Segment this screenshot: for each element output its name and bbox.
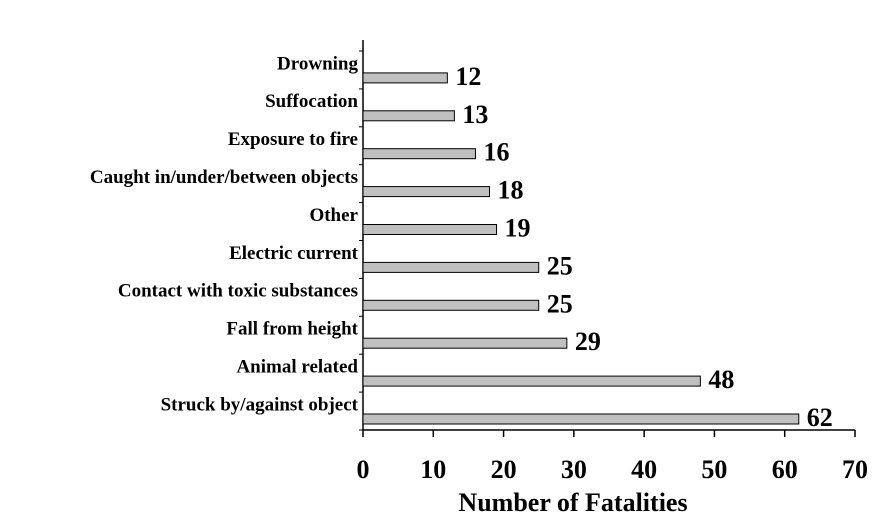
bar xyxy=(362,413,800,425)
x-tick-label: 10 xyxy=(420,455,446,484)
value-label: 29 xyxy=(575,327,601,356)
y-tick-label: Exposure to fire xyxy=(228,129,358,150)
x-tick-label: 0 xyxy=(357,455,370,484)
value-label: 16 xyxy=(483,138,509,167)
x-tick-label: 70 xyxy=(842,455,868,484)
bar xyxy=(362,224,498,235)
y-tick-label: Struck by/against object xyxy=(161,394,359,415)
value-label: 19 xyxy=(505,213,531,242)
value-label: 13 xyxy=(462,100,488,129)
y-tick-label: Animal related xyxy=(236,356,358,377)
bar xyxy=(362,148,476,160)
y-tick-label: Other xyxy=(309,205,358,226)
y-tick-label: Electric current xyxy=(229,243,359,264)
x-tick-label: 60 xyxy=(772,455,798,484)
value-label: 48 xyxy=(708,365,734,394)
value-label: 25 xyxy=(547,289,573,318)
x-axis-title: Number of Fatalities xyxy=(458,488,687,517)
value-label: 25 xyxy=(547,251,573,280)
bar xyxy=(362,110,455,122)
bar xyxy=(362,261,540,273)
bar xyxy=(362,337,568,349)
x-tick-label: 40 xyxy=(631,455,657,484)
x-tick-label: 20 xyxy=(491,455,517,484)
bar xyxy=(362,72,448,84)
value-label: 18 xyxy=(498,176,524,205)
y-tick-label: Suffocation xyxy=(265,91,358,112)
value-label: 62 xyxy=(807,403,833,432)
y-tick-label: Contact with toxic substances xyxy=(118,281,358,302)
x-tick-label: 50 xyxy=(701,455,727,484)
y-tick-label: Fall from height xyxy=(226,319,358,340)
y-tick-label: Caught in/under/between objects xyxy=(90,167,358,188)
x-tick-label: 30 xyxy=(561,455,587,484)
bar xyxy=(362,186,491,198)
bar xyxy=(362,375,701,387)
y-tick-label: Drowning xyxy=(277,53,358,74)
bar xyxy=(362,299,540,311)
value-label: 12 xyxy=(455,62,481,91)
